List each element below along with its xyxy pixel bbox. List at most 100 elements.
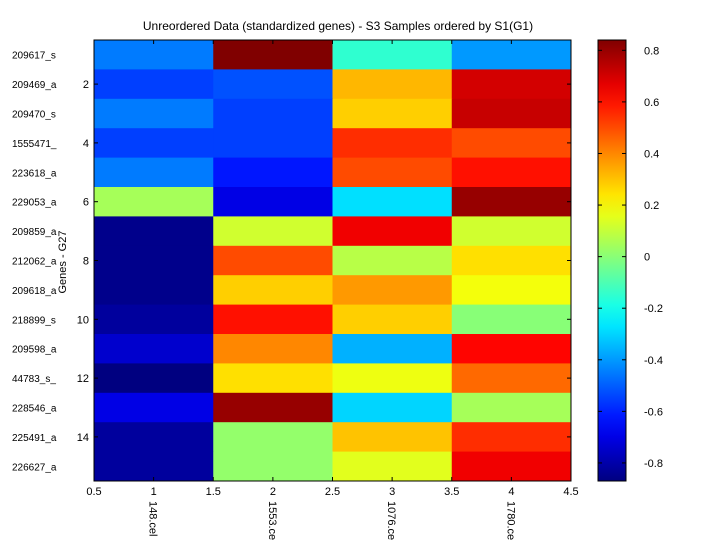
colorbar-tick-label: -0.4 (644, 355, 663, 367)
heatmap-cell (94, 392, 214, 423)
gene-label: 228546_a (12, 404, 57, 415)
heatmap-cell (94, 304, 214, 335)
heatmap-cell (451, 392, 572, 423)
colorbar-tick-label: -0.2 (644, 303, 663, 315)
heatmap-cell (213, 422, 333, 453)
heatmap-cell (332, 187, 453, 217)
gene-label: 209469_a (12, 80, 57, 91)
heatmap-cell (451, 334, 572, 364)
heatmap-cell (332, 69, 453, 100)
heatmap-cell (332, 451, 453, 482)
gene-label: 223618_a (12, 168, 57, 179)
y-tick-label: 2 (83, 79, 89, 91)
heatmap-cell (213, 275, 333, 306)
x-axis-ticks: 0.5 1 1.5 2 2.5 3 3.5 4 4.5 (86, 40, 579, 498)
y-axis-ticks: 2 4 6 8 10 12 14 (77, 79, 571, 444)
heatmap-cell (451, 363, 572, 394)
heatmap-cell (332, 363, 453, 394)
sample-label: 148.cel (147, 501, 159, 536)
heatmap-cell (213, 245, 333, 276)
heatmap-cell (94, 245, 214, 276)
heatmap-cell (213, 128, 333, 159)
heatmap-cell (94, 334, 214, 364)
heatmap-cell (94, 451, 214, 482)
heatmap-cell (451, 128, 572, 159)
y-tick-label: 8 (83, 256, 89, 268)
heatmap-cell (213, 334, 333, 364)
sample-label: 1076.cel (385, 501, 397, 540)
heatmap-cell (332, 40, 453, 70)
gene-label: 1555471_ (12, 139, 57, 150)
x-tick-label: 1 (151, 486, 157, 498)
heatmap-cell (94, 422, 214, 453)
heatmap-cell (94, 363, 214, 394)
heatmap-cell (94, 216, 214, 247)
colorbar-tick-label: 0.6 (644, 97, 659, 109)
heatmap-cell (332, 157, 453, 188)
heatmap-cell (94, 187, 214, 217)
gene-label: 226627_a (12, 462, 57, 473)
colorbar: -0.8 -0.6 -0.4 -0.2 0 0.2 0.4 0.6 0.8 (597, 39, 663, 482)
heatmap-cell (213, 69, 333, 100)
gene-label: 209859_a (12, 227, 57, 238)
gene-label: 229053_a (12, 198, 57, 209)
gene-label: 209470_s (12, 110, 56, 121)
heatmap-cell (451, 422, 572, 453)
heatmap-cell (94, 40, 214, 70)
heatmap-cell (213, 451, 333, 482)
x-tick-label: 0.5 (86, 486, 101, 498)
heatmap-cell (332, 245, 453, 276)
gene-label: 225491_a (12, 433, 57, 444)
y-tick-label: 4 (83, 138, 89, 150)
heatmap-cell (213, 98, 333, 129)
colorbar-tick-label: -0.8 (644, 458, 663, 470)
gene-label: 212062_a (12, 257, 57, 268)
heatmap-cell (213, 157, 333, 188)
heatmap-cell (451, 216, 572, 247)
colorbar-tick-label: -0.6 (644, 406, 663, 418)
heatmap-cell (451, 187, 572, 217)
colorbar-frame (597, 39, 627, 482)
gene-label: 209617_s (12, 51, 56, 62)
gene-label: 209618_a (12, 286, 57, 297)
heatmap-cell (213, 216, 333, 247)
chart-title: Unreordered Data (standardized genes) - … (143, 19, 533, 33)
heatmap-cell (332, 128, 453, 159)
heatmap-cell (451, 157, 572, 188)
gene-label: 44783_s_ (12, 374, 56, 385)
sample-label: 1780.cel (504, 501, 516, 540)
gene-labels: 209617_s 209469_a 209470_s 1555471_ 223618_a… (12, 51, 57, 474)
x-tick-label: 2.5 (325, 486, 340, 498)
heatmap-cells (94, 40, 572, 482)
heatmap-cell (213, 304, 333, 335)
y-tick-label: 14 (77, 432, 89, 444)
y-axis-label: Genes - G27 (57, 231, 69, 294)
colorbar-tick-label: 0.8 (644, 45, 659, 57)
sample-labels: 148.cel 1553.cel 1076.cel 1780.cel (147, 501, 517, 540)
heatmap-cell (332, 275, 453, 306)
heatmap-cell (332, 304, 453, 335)
heatmap-cell (94, 69, 214, 100)
colorbar-tick-label: 0 (644, 252, 650, 264)
x-tick-label: 3 (389, 486, 395, 498)
heatmap-cell (94, 98, 214, 129)
heatmap-cell (213, 40, 333, 70)
heatmap-cell (332, 98, 453, 129)
heatmap-cell (332, 422, 453, 453)
heatmap-cell (332, 334, 453, 364)
heatmap-cell (451, 451, 572, 482)
heatmap-cell (451, 245, 572, 276)
heatmap-cell (451, 98, 572, 129)
x-tick-label: 3.5 (444, 486, 459, 498)
heatmap-cell (94, 275, 214, 306)
x-tick-label: 4.5 (563, 486, 578, 498)
x-tick-label: 1.5 (206, 486, 221, 498)
y-tick-label: 6 (83, 197, 89, 209)
heatmap-cell (213, 363, 333, 394)
heatmap-cell (451, 275, 572, 306)
colorbar-gradient (598, 40, 626, 481)
gene-label: 209598_a (12, 345, 57, 356)
heatmap-cell (451, 69, 572, 100)
colorbar-tick-label: 0.2 (644, 200, 659, 212)
x-tick-label: 4 (508, 486, 514, 498)
